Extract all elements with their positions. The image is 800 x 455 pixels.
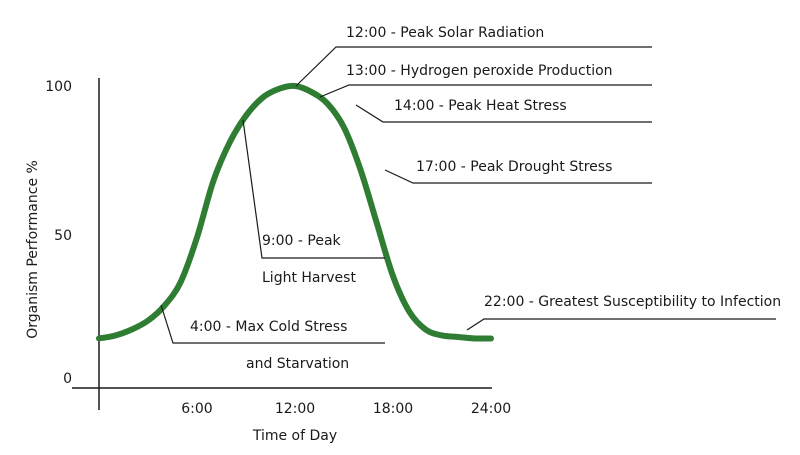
annotation-label-light: 9:00 - Peak xyxy=(262,233,342,249)
x-axis-title: Time of Day xyxy=(252,428,337,444)
annotation-label-light: Light Harvest xyxy=(262,270,356,286)
annotation-leader-h2o2 xyxy=(319,84,652,98)
annotation-label-cold: 4:00 - Max Cold Stress xyxy=(190,319,347,335)
x-tick-label: 6:00 xyxy=(181,401,212,417)
annotation-label-heat: 14:00 - Peak Heat Stress xyxy=(394,98,567,114)
annotation-leader-heat xyxy=(355,104,652,123)
y-axis-title: Organism Performance % xyxy=(25,160,41,339)
annotation-leader-infection xyxy=(466,318,776,331)
annotation-label-h2o2: 13:00 - Hydrogen peroxide Production xyxy=(346,63,613,79)
y-tick-label: 100 xyxy=(45,79,72,95)
y-tick-label: 0 xyxy=(63,371,72,387)
x-tick-label: 24:00 xyxy=(471,401,511,417)
annotation-label-drought: 17:00 - Peak Drought Stress xyxy=(416,159,612,175)
x-tick-label: 18:00 xyxy=(373,401,413,417)
y-tick-label: 50 xyxy=(54,228,72,244)
annotation-label-infection: 22:00 - Greatest Susceptibility to Infec… xyxy=(484,294,781,310)
annotation-label-solar: 12:00 - Peak Solar Radiation xyxy=(346,25,544,41)
annotation-leader-solar xyxy=(295,46,652,87)
x-tick-label: 12:00 xyxy=(275,401,315,417)
annotation-leader-drought xyxy=(384,169,652,184)
annotation-label-cold: and Starvation xyxy=(246,356,349,372)
series-line-0 xyxy=(96,82,494,342)
annotation-leader-light xyxy=(242,119,385,259)
annotation-leader-cold xyxy=(160,304,385,344)
